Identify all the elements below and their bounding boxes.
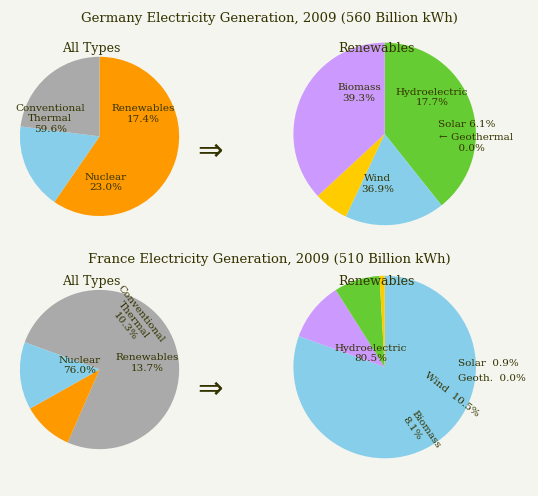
Text: Biomass
8.1%: Biomass 8.1%	[401, 409, 442, 456]
Text: Geoth.  0.0%: Geoth. 0.0%	[458, 374, 526, 383]
Text: Conventional
Thermal
10.3%: Conventional Thermal 10.3%	[100, 284, 166, 357]
Wedge shape	[318, 134, 385, 216]
Wedge shape	[379, 276, 385, 367]
Text: Renewables: Renewables	[338, 42, 415, 55]
Text: Renewables: Renewables	[338, 275, 415, 288]
Text: Renewables
13.7%: Renewables 13.7%	[116, 354, 179, 373]
Wedge shape	[346, 134, 442, 225]
Text: Germany Electricity Generation, 2009 (560 Billion kWh): Germany Electricity Generation, 2009 (56…	[81, 12, 457, 25]
Text: Solar  0.9%: Solar 0.9%	[458, 359, 519, 368]
Text: All Types: All Types	[62, 275, 121, 288]
Text: Wind
36.9%: Wind 36.9%	[361, 175, 394, 194]
Wedge shape	[54, 57, 179, 216]
Text: Nuclear
23.0%: Nuclear 23.0%	[85, 173, 127, 192]
Text: Biomass
39.3%: Biomass 39.3%	[337, 83, 381, 103]
Wedge shape	[20, 342, 100, 409]
Text: ⇒: ⇒	[197, 375, 223, 404]
Wedge shape	[293, 276, 476, 458]
Text: Nuclear
76.0%: Nuclear 76.0%	[59, 356, 101, 375]
Text: ← Geothermal
      0.0%: ← Geothermal 0.0%	[440, 133, 514, 153]
Text: Solar 6.1%: Solar 6.1%	[437, 121, 495, 129]
Wedge shape	[20, 57, 100, 136]
Text: All Types: All Types	[62, 42, 121, 55]
Text: Renewables
17.4%: Renewables 17.4%	[112, 104, 175, 124]
Wedge shape	[318, 134, 385, 196]
Text: Wind  10.5%: Wind 10.5%	[423, 371, 481, 419]
Text: Hydroelectric
80.5%: Hydroelectric 80.5%	[335, 344, 407, 363]
Wedge shape	[385, 43, 476, 205]
Wedge shape	[25, 290, 179, 449]
Text: ⇒: ⇒	[197, 137, 223, 166]
Wedge shape	[336, 276, 385, 367]
Wedge shape	[30, 370, 100, 442]
Wedge shape	[293, 43, 385, 196]
Text: France Electricity Generation, 2009 (510 Billion kWh): France Electricity Generation, 2009 (510…	[88, 253, 450, 266]
Wedge shape	[299, 290, 385, 367]
Text: Conventional
Thermal
59.6%: Conventional Thermal 59.6%	[15, 104, 85, 134]
Wedge shape	[20, 126, 100, 202]
Text: Hydroelectric
17.7%: Hydroelectric 17.7%	[396, 88, 468, 107]
